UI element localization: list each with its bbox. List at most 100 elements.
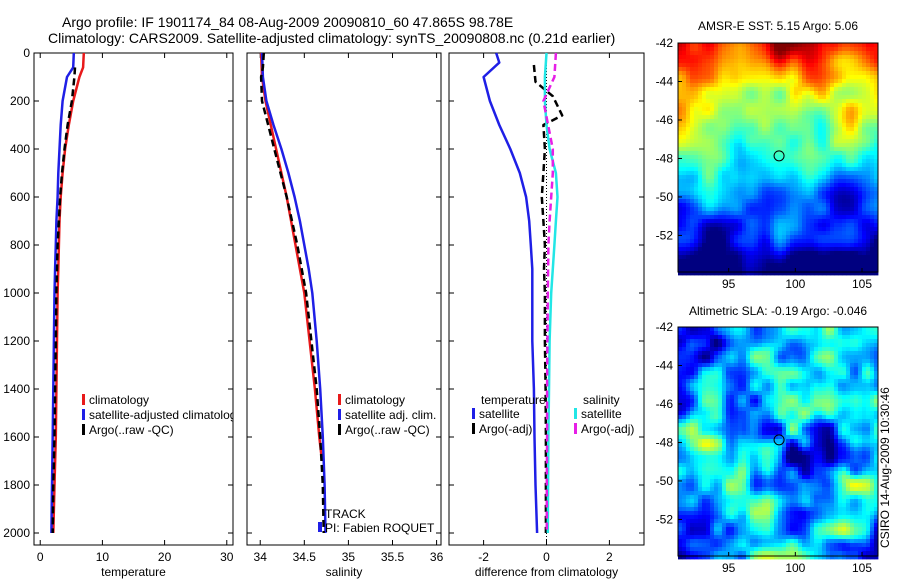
- heatmap-cell: [726, 47, 731, 52]
- heatmap-cell: [742, 231, 747, 236]
- heatmap-cell: [814, 203, 819, 208]
- heatmap-cell: [690, 431, 695, 436]
- heatmap-cell: [738, 339, 743, 344]
- heatmap-cell: [810, 399, 815, 404]
- heatmap-cell: [814, 83, 819, 88]
- heatmap-cell: [854, 235, 859, 240]
- heatmap-cell: [782, 131, 787, 136]
- heatmap-cell: [814, 211, 819, 216]
- heatmap-cell: [710, 123, 715, 128]
- heatmap-cell: [750, 459, 755, 464]
- heatmap-cell: [826, 203, 831, 208]
- heatmap-cell: [742, 187, 747, 192]
- heatmap-cell: [850, 467, 855, 472]
- heatmap-cell: [718, 447, 723, 452]
- heatmap-cell: [678, 247, 683, 252]
- heatmap-cell: [758, 115, 763, 120]
- heatmap-cell: [858, 271, 863, 276]
- heatmap-cell: [678, 43, 683, 48]
- heatmap-cell: [774, 359, 779, 364]
- heatmap-cell: [782, 327, 787, 332]
- heatmap-cell: [862, 211, 867, 216]
- heatmap-cell: [830, 463, 835, 468]
- heatmap-cell: [726, 399, 731, 404]
- heatmap-cell: [742, 403, 747, 408]
- heatmap-cell: [678, 183, 683, 188]
- heatmap-cell: [842, 407, 847, 412]
- heatmap-cell: [790, 259, 795, 264]
- heatmap-cell: [794, 183, 799, 188]
- heatmap-cell: [682, 191, 687, 196]
- heatmap-cell: [854, 151, 859, 156]
- heatmap-cell: [778, 179, 783, 184]
- heatmap-cell: [706, 151, 711, 156]
- heatmap-cell: [870, 451, 875, 456]
- heatmap-cell: [754, 251, 759, 256]
- heatmap-cell: [698, 131, 703, 136]
- heatmap-cell: [798, 115, 803, 120]
- heatmap-cell: [842, 191, 847, 196]
- heatmap-cell: [698, 239, 703, 244]
- heatmap-cell: [722, 427, 727, 432]
- heatmap-cell: [726, 79, 731, 84]
- heatmap-cell: [714, 383, 719, 388]
- heatmap-cell: [726, 471, 731, 476]
- heatmap-cell: [694, 239, 699, 244]
- heatmap-cell: [874, 131, 879, 136]
- heatmap-cell: [702, 427, 707, 432]
- heatmap-cell: [810, 183, 815, 188]
- heatmap-cell: [718, 115, 723, 120]
- heatmap-cell: [690, 367, 695, 372]
- heatmap-cell: [706, 87, 711, 92]
- heatmap-cell: [822, 135, 827, 140]
- heatmap-cell: [762, 107, 767, 112]
- heatmap-cell: [758, 151, 763, 156]
- heatmap-cell: [718, 147, 723, 152]
- heatmap-cell: [710, 79, 715, 84]
- heatmap-cell: [722, 187, 727, 192]
- heatmap-cell: [710, 263, 715, 268]
- heatmap-cell: [874, 335, 879, 340]
- heatmap-cell: [854, 443, 859, 448]
- heatmap-cell: [754, 155, 759, 160]
- heatmap-cell: [690, 379, 695, 384]
- heatmap-cell: [866, 239, 871, 244]
- heatmap-cell: [698, 259, 703, 264]
- heatmap-cell: [842, 455, 847, 460]
- heatmap-cell: [850, 127, 855, 132]
- heatmap-cell: [870, 403, 875, 408]
- heatmap-cell: [794, 351, 799, 356]
- heatmap-cell: [702, 271, 707, 276]
- heatmap-cell: [710, 155, 715, 160]
- heatmap-cell: [774, 419, 779, 424]
- heatmap-cell: [846, 47, 851, 52]
- heatmap-cell: [722, 139, 727, 144]
- heatmap-cell: [870, 147, 875, 152]
- heatmap-cell: [698, 159, 703, 164]
- heatmap-cell: [798, 255, 803, 260]
- heatmap-cell: [798, 119, 803, 124]
- heatmap-cell: [870, 335, 875, 340]
- heatmap-cell: [842, 95, 847, 100]
- heatmap-cell: [858, 467, 863, 472]
- heatmap-cell: [802, 47, 807, 52]
- heatmap-cell: [750, 447, 755, 452]
- heatmap-cell: [706, 463, 711, 468]
- heatmap-cell: [710, 47, 715, 52]
- heatmap-cell: [846, 251, 851, 256]
- heatmap-cell: [678, 119, 683, 124]
- heatmap-cell: [746, 143, 751, 148]
- heatmap-cell: [782, 167, 787, 172]
- heatmap-cell: [778, 439, 783, 444]
- heatmap-cell: [814, 139, 819, 144]
- heatmap-cell: [774, 251, 779, 256]
- heatmap-cell: [758, 263, 763, 268]
- heatmap-cell: [834, 471, 839, 476]
- heatmap-cell: [710, 343, 715, 348]
- heatmap-cell: [698, 63, 703, 68]
- heatmap-cell: [850, 247, 855, 252]
- heatmap-cell: [698, 171, 703, 176]
- heatmap-cell: [862, 467, 867, 472]
- heatmap-cell: [826, 363, 831, 368]
- heatmap-cell: [714, 43, 719, 48]
